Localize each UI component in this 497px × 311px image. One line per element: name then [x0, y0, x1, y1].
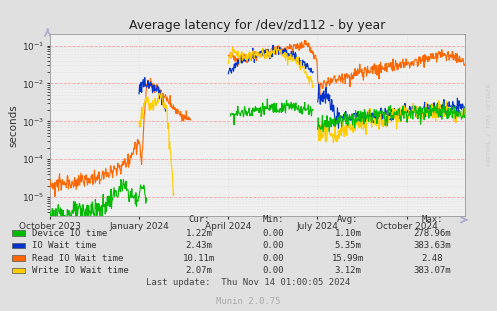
Title: Average latency for /dev/zd112 - by year: Average latency for /dev/zd112 - by year — [129, 19, 385, 32]
Text: 0.00: 0.00 — [262, 254, 284, 262]
Text: Write IO Wait time: Write IO Wait time — [32, 266, 129, 275]
Text: 383.07m: 383.07m — [414, 266, 451, 275]
Text: Last update:  Thu Nov 14 01:00:05 2024: Last update: Thu Nov 14 01:00:05 2024 — [147, 278, 350, 287]
Text: 2.48: 2.48 — [421, 254, 443, 262]
Text: Munin 2.0.75: Munin 2.0.75 — [216, 297, 281, 306]
Text: 1.10m: 1.10m — [334, 229, 361, 238]
Text: Device IO time: Device IO time — [32, 229, 107, 238]
Text: 2.07m: 2.07m — [185, 266, 212, 275]
Text: Avg:: Avg: — [337, 215, 359, 224]
Text: Cur:: Cur: — [188, 215, 210, 224]
Text: Max:: Max: — [421, 215, 443, 224]
Text: 10.11m: 10.11m — [183, 254, 215, 262]
Text: 1.22m: 1.22m — [185, 229, 212, 238]
Text: 5.35m: 5.35m — [334, 241, 361, 250]
Text: 383.63m: 383.63m — [414, 241, 451, 250]
Text: 3.12m: 3.12m — [334, 266, 361, 275]
Text: RRDTOOL / TOBI OETIKER: RRDTOOL / TOBI OETIKER — [486, 83, 491, 166]
Text: Read IO Wait time: Read IO Wait time — [32, 254, 124, 262]
Text: 0.00: 0.00 — [262, 241, 284, 250]
Text: 2.43m: 2.43m — [185, 241, 212, 250]
Text: IO Wait time: IO Wait time — [32, 241, 97, 250]
Text: Min:: Min: — [262, 215, 284, 224]
Y-axis label: seconds: seconds — [9, 104, 19, 146]
Text: 15.99m: 15.99m — [332, 254, 364, 262]
Text: 0.00: 0.00 — [262, 266, 284, 275]
Text: 278.96m: 278.96m — [414, 229, 451, 238]
Text: 0.00: 0.00 — [262, 229, 284, 238]
